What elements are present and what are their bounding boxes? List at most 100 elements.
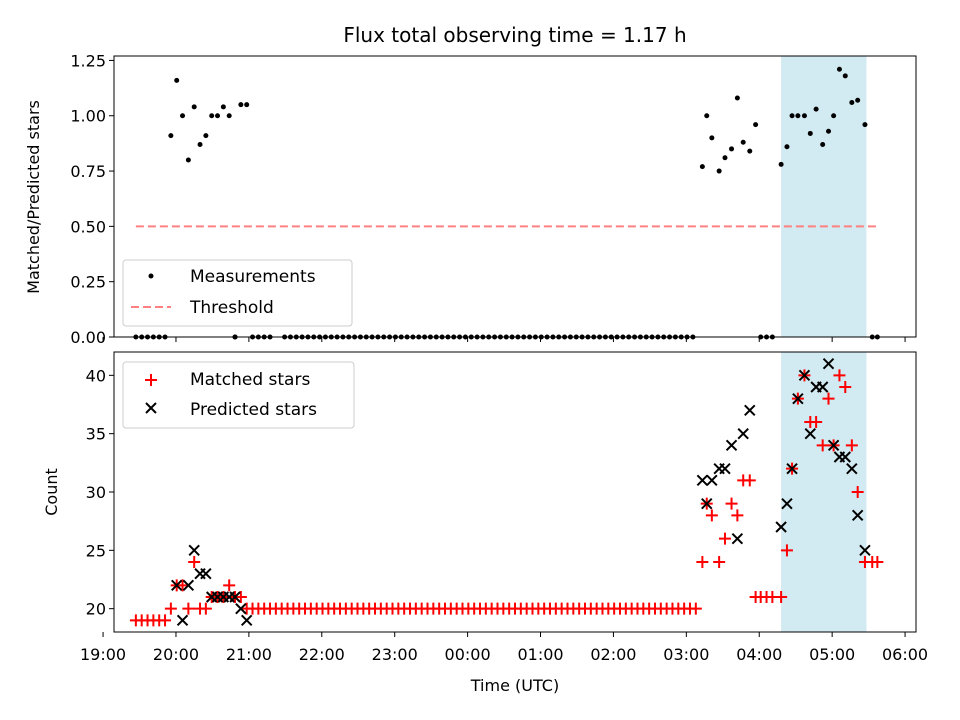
predicted-star-point xyxy=(719,462,731,475)
x-tick-label: 22:00 xyxy=(299,645,345,664)
matched-star-point xyxy=(810,416,823,428)
measurement-point xyxy=(813,106,819,112)
predicted-star-point xyxy=(731,532,744,545)
x-tick-label: 03:00 xyxy=(663,645,709,664)
predicted-star-point xyxy=(775,521,787,533)
predicted-star-point xyxy=(851,509,864,522)
predicted-star-point xyxy=(725,439,738,452)
matched-star-point xyxy=(822,392,835,405)
matched-star-point xyxy=(851,486,864,498)
legend-matched-marker xyxy=(145,374,157,386)
measurement-point xyxy=(185,157,191,163)
measurement-point xyxy=(831,113,837,119)
x-tick-label: 06:00 xyxy=(882,645,928,664)
bottom-y-axis-label: Count xyxy=(42,468,61,516)
matched-star-point xyxy=(725,497,738,510)
matched-star-point xyxy=(188,556,201,568)
matched-star-point xyxy=(689,602,702,615)
y-tick-label: 0.00 xyxy=(70,328,106,347)
matched-star-point xyxy=(839,381,852,393)
x-tick-label: 02:00 xyxy=(590,645,636,664)
bottom-y-ticks: 20 25 30 35 40 xyxy=(86,366,114,619)
top-panel: 0.00 0.25 0.50 0.75 1.00 1.25 Matched/Predict… xyxy=(24,51,917,347)
predicted-star-point xyxy=(701,497,713,510)
predicted-star-point xyxy=(839,451,851,463)
measurement-point xyxy=(734,95,740,101)
legend-matched-label: Matched stars xyxy=(190,370,310,390)
x-tick-label: 05:00 xyxy=(809,645,855,664)
matched-star-point xyxy=(199,602,212,615)
predicted-star-point xyxy=(235,602,247,615)
measurement-point xyxy=(747,148,753,154)
bottom-x-ticks: 19:00 20:00 21:00 22:00 23:00 00:00 01:00 02:00… xyxy=(80,632,928,664)
measurement-point xyxy=(862,122,868,128)
predicted-star-point xyxy=(822,357,835,370)
matched-star-point xyxy=(713,556,726,568)
measurement-point xyxy=(740,139,746,145)
bottom-matched-points xyxy=(129,369,884,627)
measurement-point xyxy=(820,142,826,148)
top-y-axis-label: Matched/Predicted stars xyxy=(24,100,43,294)
measurement-point xyxy=(197,142,203,148)
y-tick-label: 40 xyxy=(86,366,106,385)
matched-star-point xyxy=(833,369,846,382)
predicted-star-point xyxy=(176,614,189,627)
legend-measurements-label: Measurements xyxy=(190,267,316,287)
top-x-ticks xyxy=(102,337,906,342)
predicted-star-point xyxy=(240,614,253,627)
y-tick-label: 1.00 xyxy=(70,107,106,126)
x-tick-label: 04:00 xyxy=(736,645,782,664)
y-tick-label: 25 xyxy=(86,541,106,560)
matched-star-point xyxy=(182,602,195,615)
matched-star-point xyxy=(780,544,793,557)
measurement-point xyxy=(842,73,848,79)
measurement-point xyxy=(704,113,710,119)
matched-star-point xyxy=(696,556,709,568)
measurement-point xyxy=(203,133,209,139)
y-tick-label: 20 xyxy=(86,600,106,619)
measurement-point xyxy=(716,168,722,174)
measurement-point xyxy=(729,146,735,152)
predicted-star-point xyxy=(696,474,709,487)
matched-star-point xyxy=(845,439,858,452)
y-tick-label: 0.25 xyxy=(70,273,106,292)
y-tick-label: 30 xyxy=(86,483,106,502)
top-legend-box xyxy=(122,259,353,327)
matched-star-point xyxy=(223,579,236,592)
legend-threshold-label: Threshold xyxy=(189,298,274,318)
matched-star-point xyxy=(159,614,172,627)
measurement-point xyxy=(855,97,861,103)
measurement-point xyxy=(191,104,197,110)
matched-star-point xyxy=(176,579,189,592)
measurement-point xyxy=(180,113,186,119)
y-tick-label: 1.25 xyxy=(70,51,106,70)
measurement-point xyxy=(220,104,226,110)
predicted-star-point xyxy=(744,404,756,417)
measurement-point xyxy=(244,102,250,108)
predicted-star-point xyxy=(737,427,749,440)
predicted-star-point xyxy=(229,591,241,603)
bottom-predicted-points xyxy=(170,357,871,627)
matched-star-point xyxy=(164,602,177,615)
predicted-star-point xyxy=(182,579,195,592)
measurement-point xyxy=(168,133,174,139)
measurement-point xyxy=(209,113,215,119)
predicted-star-point xyxy=(170,579,183,592)
matched-star-point xyxy=(871,556,884,568)
x-tick-label: 21:00 xyxy=(226,645,272,664)
predicted-star-point xyxy=(804,427,816,440)
measurement-point xyxy=(836,66,842,72)
x-tick-label: 20:00 xyxy=(153,645,199,664)
predicted-star-point xyxy=(798,369,811,382)
predicted-star-point xyxy=(786,462,798,475)
predicted-star-point xyxy=(827,439,840,452)
top-legend: Measurements Threshold xyxy=(122,259,353,327)
y-tick-label: 0.50 xyxy=(70,217,106,236)
measurement-point xyxy=(789,113,795,119)
bottom-panel: 20 25 30 35 40 19:00 20:00 21:00 22:00 23:00 00:0… xyxy=(42,351,928,695)
measurement-point xyxy=(174,77,180,83)
legend-predicted-label: Predicted stars xyxy=(190,400,317,420)
bottom-legend: Matched stars Predicted stars xyxy=(122,361,355,429)
measurement-point xyxy=(807,130,813,136)
measurement-point xyxy=(826,128,832,134)
